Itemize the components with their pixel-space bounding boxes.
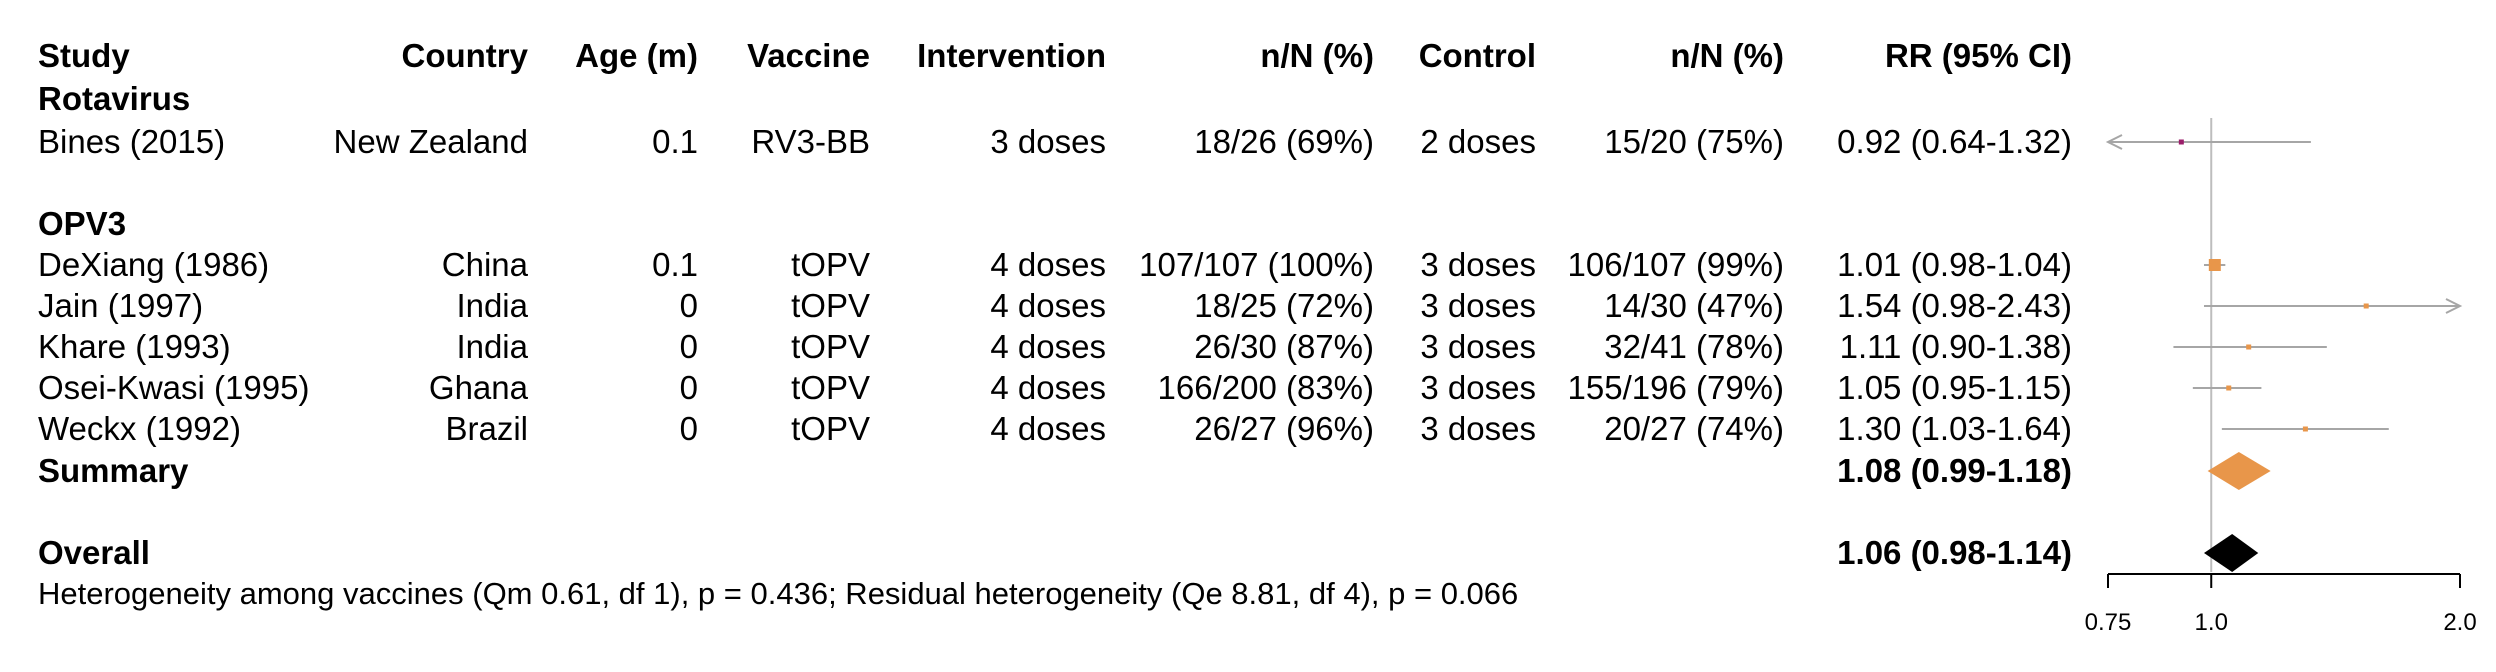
study-name: Osei-Kwasi (1995) bbox=[38, 369, 310, 406]
study-rr: 0.92 (0.64-1.32) bbox=[1837, 123, 2072, 160]
study-ctl-nN: 106/107 (99%) bbox=[1567, 246, 1784, 283]
x-tick-label: 0.75 bbox=[2085, 609, 2132, 636]
study-intervention: 4 doses bbox=[990, 246, 1106, 283]
group-label-opv3: OPV3 bbox=[38, 205, 127, 242]
study-int-nN: 107/107 (100%) bbox=[1139, 246, 1374, 283]
study-name: Weckx (1992) bbox=[38, 410, 241, 447]
study-vaccine: tOPV bbox=[791, 369, 870, 406]
point-estimate bbox=[2178, 139, 2184, 145]
study-ctl-nN: 20/27 (74%) bbox=[1604, 410, 1784, 447]
study-country: New Zealand bbox=[333, 123, 528, 160]
header-ctl-nN: n/N (%) bbox=[1670, 37, 1784, 74]
study-rr: 1.54 (0.98-2.43) bbox=[1837, 287, 2072, 324]
study-vaccine: tOPV bbox=[791, 287, 870, 324]
study-age: 0 bbox=[679, 287, 698, 324]
study-intervention: 4 doses bbox=[990, 328, 1106, 365]
study-int-nN: 26/27 (96%) bbox=[1194, 410, 1374, 447]
study-control: 3 doses bbox=[1420, 410, 1536, 447]
header-vaccine: Vaccine bbox=[747, 37, 870, 74]
header-country: Country bbox=[401, 37, 529, 74]
study-country: India bbox=[456, 328, 528, 365]
x-tick-label: 1.0 bbox=[2195, 609, 2228, 636]
study-age: 0 bbox=[679, 328, 698, 365]
study-int-nN: 18/25 (72%) bbox=[1194, 287, 1374, 324]
point-estimate bbox=[2246, 344, 2252, 350]
study-age: 0 bbox=[679, 369, 698, 406]
study-age: 0 bbox=[679, 410, 698, 447]
overall-diamond bbox=[2203, 534, 2259, 572]
summary-label: Summary bbox=[38, 452, 189, 489]
study-control: 3 doses bbox=[1420, 328, 1536, 365]
heterogeneity-note: Heterogeneity among vaccines (Qm 0.61, d… bbox=[38, 576, 1519, 611]
summary-rr: 1.08 (0.99-1.18) bbox=[1837, 452, 2072, 489]
summary-diamond bbox=[2207, 452, 2271, 490]
header-control: Control bbox=[1418, 37, 1536, 74]
study-country: Brazil bbox=[445, 410, 528, 447]
study-control: 3 doses bbox=[1420, 246, 1536, 283]
study-vaccine: tOPV bbox=[791, 246, 870, 283]
header-rr: RR (95% CI) bbox=[1884, 37, 2072, 74]
study-name: DeXiang (1986) bbox=[38, 246, 270, 283]
study-control: 3 doses bbox=[1420, 287, 1536, 324]
study-vaccine: RV3-BB bbox=[751, 123, 870, 160]
study-country: China bbox=[441, 246, 528, 283]
point-estimate bbox=[2226, 385, 2232, 391]
group-label-rotavirus: Rotavirus bbox=[38, 80, 191, 117]
study-int-nN: 18/26 (69%) bbox=[1194, 123, 1374, 160]
study-ctl-nN: 32/41 (78%) bbox=[1604, 328, 1784, 365]
header-study: Study bbox=[38, 37, 130, 74]
study-vaccine: tOPV bbox=[791, 328, 870, 365]
study-country: India bbox=[456, 287, 528, 324]
study-ctl-nN: 155/196 (79%) bbox=[1567, 369, 1784, 406]
study-intervention: 3 doses bbox=[990, 123, 1106, 160]
study-rr: 1.30 (1.03-1.64) bbox=[1837, 410, 2072, 447]
overall-rr: 1.06 (0.98-1.14) bbox=[1837, 534, 2072, 571]
ci-arrow-left bbox=[2105, 134, 2123, 150]
study-control: 2 doses bbox=[1420, 123, 1536, 160]
study-name: Khare (1993) bbox=[38, 328, 231, 365]
study-ctl-nN: 14/30 (47%) bbox=[1604, 287, 1784, 324]
study-country: Ghana bbox=[428, 369, 528, 406]
point-estimate bbox=[2302, 426, 2308, 432]
study-vaccine: tOPV bbox=[791, 410, 870, 447]
ci-arrow-right bbox=[2445, 298, 2463, 314]
study-int-nN: 166/200 (83%) bbox=[1157, 369, 1374, 406]
study-intervention: 4 doses bbox=[990, 369, 1106, 406]
study-name: Jain (1997) bbox=[38, 287, 204, 324]
header-int-nN: n/N (%) bbox=[1260, 37, 1374, 74]
study-ctl-nN: 15/20 (75%) bbox=[1604, 123, 1784, 160]
header-intervention: Intervention bbox=[917, 37, 1106, 74]
study-rr: 1.01 (0.98-1.04) bbox=[1837, 246, 2072, 283]
study-rr: 1.05 (0.95-1.15) bbox=[1837, 369, 2072, 406]
point-estimate bbox=[2208, 259, 2221, 271]
overall-label: Overall bbox=[38, 534, 150, 571]
study-age: 0.1 bbox=[652, 123, 698, 160]
study-intervention: 4 doses bbox=[990, 410, 1106, 447]
header-age: Age (m) bbox=[575, 37, 698, 74]
study-int-nN: 26/30 (87%) bbox=[1194, 328, 1374, 365]
study-intervention: 4 doses bbox=[990, 287, 1106, 324]
point-estimate bbox=[2363, 303, 2369, 309]
study-name: Bines (2015) bbox=[38, 123, 226, 160]
study-control: 3 doses bbox=[1420, 369, 1536, 406]
study-age: 0.1 bbox=[652, 246, 698, 283]
study-rr: 1.11 (0.90-1.38) bbox=[1839, 328, 2072, 365]
x-tick-label: 2.0 bbox=[2443, 609, 2476, 636]
